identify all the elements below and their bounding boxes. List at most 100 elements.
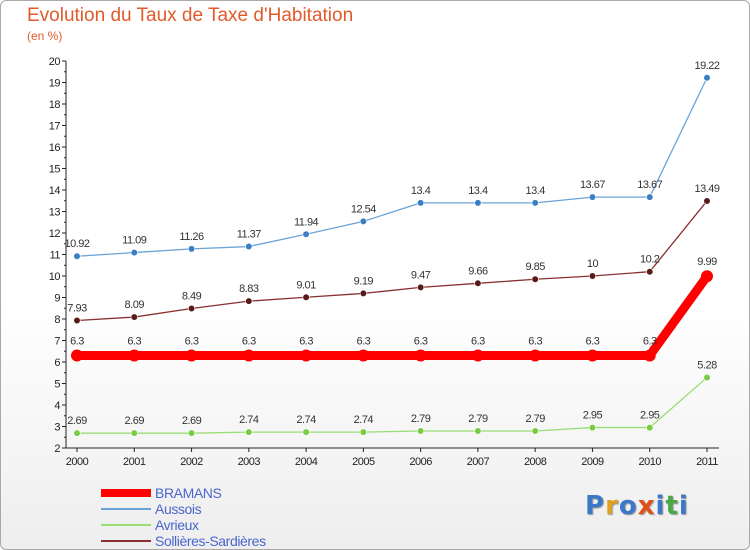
data-point-aussois — [245, 242, 253, 251]
data-point-sollieres-sardieres — [245, 297, 253, 305]
data-label-aussois: 13.4 — [525, 185, 545, 197]
data-point-sollieres-sardieres — [646, 268, 654, 276]
chart-subtitle: (en %) — [27, 29, 63, 43]
chart-axes: 2 3 4 5 6 7 8 9 10 11 12 13 14 15 16 17 18 19 20 2000 2001 20… — [49, 56, 719, 468]
y-tick-label: 4 — [54, 400, 60, 412]
y-tick-label: 3 — [54, 422, 60, 434]
data-label-bramans: 6.3 — [185, 336, 199, 348]
data-label-avrieux: 2.95 — [583, 410, 603, 422]
data-point-sollieres-sardieres — [187, 304, 196, 313]
data-label-aussois: 19.22 — [694, 60, 719, 72]
data-label-aussois: 13.4 — [411, 185, 431, 197]
data-label-sollieres-sardieres: 7.93 — [67, 303, 87, 315]
data-point-avrieux — [130, 429, 138, 437]
y-tick-label: 17 — [49, 121, 61, 133]
data-label-bramans: 6.3 — [528, 336, 542, 348]
data-label-aussois: 11.37 — [237, 229, 262, 241]
y-tick-label: 19 — [49, 78, 61, 90]
y-tick-label: 14 — [49, 185, 61, 197]
data-point-aussois — [417, 199, 425, 207]
data-point-aussois — [302, 230, 310, 238]
data-point-avrieux — [302, 428, 310, 436]
data-point-bramans — [71, 349, 83, 362]
data-point-sollieres-sardieres — [588, 272, 597, 280]
legend-swatch — [101, 489, 151, 497]
data-label-bramans: 9.99 — [697, 256, 717, 268]
logo-letter: i — [655, 491, 666, 521]
data-label-sollieres-sardieres: 9.85 — [525, 261, 545, 273]
data-label-bramans: 6.3 — [356, 336, 370, 348]
y-tick-label: 11 — [50, 250, 61, 262]
data-label-avrieux: 2.79 — [525, 413, 545, 425]
x-tick-label: 2008 — [524, 456, 547, 468]
data-label-avrieux: 2.74 — [354, 414, 374, 426]
data-label-aussois: 11.09 — [122, 235, 147, 247]
logo-letter: i — [678, 491, 689, 521]
data-point-aussois — [359, 217, 367, 225]
logo-letter: o — [618, 491, 638, 521]
data-point-sollieres-sardieres — [703, 197, 711, 205]
y-tick-label: 9 — [54, 293, 60, 305]
data-point-aussois — [73, 252, 81, 260]
legend-swatch — [101, 540, 151, 542]
data-label-avrieux: 2.79 — [468, 413, 488, 425]
data-point-sollieres-sardieres — [359, 289, 367, 298]
logo-letter: x — [637, 491, 656, 521]
data-point-aussois — [187, 245, 196, 253]
data-point-bramans — [128, 349, 141, 362]
y-tick-label: 7 — [54, 336, 60, 348]
data-point-bramans — [529, 349, 542, 362]
legend-swatch — [101, 524, 151, 526]
legend-label: Sollières-Sardières — [155, 533, 266, 549]
data-point-avrieux — [417, 427, 425, 435]
data-label-aussois: 11.94 — [294, 216, 319, 228]
data-label-bramans: 6.3 — [299, 336, 313, 348]
data-point-aussois — [531, 199, 539, 207]
data-point-bramans — [701, 270, 713, 283]
chart-title: Evolution du Taux de Taxe d'Habitation — [27, 5, 354, 26]
data-point-aussois — [646, 193, 654, 201]
data-label-sollieres-sardieres: 13.49 — [694, 183, 719, 195]
y-tick-label: 15 — [49, 164, 61, 176]
data-point-aussois — [474, 199, 482, 207]
y-tick-label: 2 — [54, 443, 60, 455]
data-label-aussois: 11.26 — [179, 231, 204, 243]
series-line-avrieux — [76, 376, 708, 434]
y-tick-label: 16 — [49, 142, 61, 154]
x-tick-label: 2007 — [467, 456, 490, 468]
data-label-bramans: 6.3 — [471, 336, 485, 348]
data-label-avrieux: 2.69 — [182, 415, 202, 427]
data-point-bramans — [586, 349, 599, 362]
y-tick-label: 10 — [49, 271, 61, 283]
x-tick-label: 2000 — [66, 456, 89, 468]
logo-letter: t — [665, 491, 679, 521]
data-point-sollieres-sardieres — [130, 313, 138, 321]
data-label-avrieux: 2.79 — [411, 413, 431, 425]
data-label-aussois: 13.67 — [637, 179, 662, 191]
data-label-aussois: 10.92 — [64, 238, 89, 250]
data-point-aussois — [130, 248, 138, 257]
x-tick-label: 2004 — [295, 456, 318, 468]
data-label-aussois: 13.67 — [580, 179, 605, 191]
data-label-bramans: 6.3 — [242, 336, 256, 348]
y-tick-label: 8 — [54, 314, 60, 326]
series-line-bramans — [72, 271, 712, 361]
data-label-aussois: 12.54 — [351, 203, 376, 215]
data-point-bramans — [185, 349, 198, 362]
x-tick-label: 2002 — [180, 456, 203, 468]
y-tick-label: 5 — [54, 379, 60, 391]
data-point-aussois — [703, 74, 711, 82]
data-label-sollieres-sardieres: 10 — [587, 258, 599, 270]
data-point-bramans — [242, 349, 255, 362]
data-label-aussois: 13.4 — [468, 185, 488, 197]
logo-letter: r — [605, 491, 619, 521]
x-tick-label: 2011 — [696, 456, 718, 468]
data-label-sollieres-sardieres: 9.66 — [468, 265, 488, 277]
data-point-bramans — [357, 349, 370, 362]
data-label-bramans: 6.3 — [70, 336, 84, 348]
data-point-bramans — [300, 349, 313, 362]
data-label-bramans: 6.3 — [586, 336, 600, 348]
data-label-avrieux: 2.69 — [125, 415, 145, 427]
